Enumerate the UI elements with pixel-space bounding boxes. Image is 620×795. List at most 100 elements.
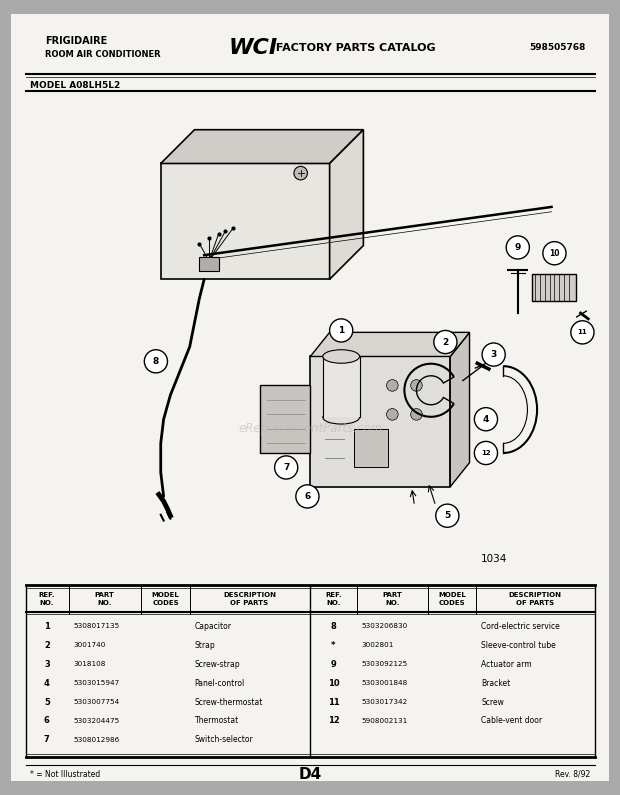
Circle shape bbox=[296, 485, 319, 508]
Text: REF.
NO.: REF. NO. bbox=[325, 591, 342, 606]
Text: Strap: Strap bbox=[195, 641, 215, 650]
Circle shape bbox=[474, 408, 497, 431]
Text: 6: 6 bbox=[304, 492, 311, 501]
Text: 5308017135: 5308017135 bbox=[74, 623, 120, 630]
Text: 6: 6 bbox=[44, 716, 50, 725]
Text: DESCRIPTION
OF PARTS: DESCRIPTION OF PARTS bbox=[508, 591, 562, 606]
Text: 3: 3 bbox=[490, 350, 497, 359]
Circle shape bbox=[482, 343, 505, 366]
Polygon shape bbox=[330, 130, 363, 279]
Text: 1: 1 bbox=[44, 622, 50, 631]
Circle shape bbox=[294, 166, 308, 180]
Text: Switch-selector: Switch-selector bbox=[195, 735, 253, 744]
Circle shape bbox=[434, 331, 457, 354]
Text: 2: 2 bbox=[442, 338, 448, 347]
Circle shape bbox=[386, 409, 398, 421]
Text: DESCRIPTION
OF PARTS: DESCRIPTION OF PARTS bbox=[223, 591, 276, 606]
Text: 5303017342: 5303017342 bbox=[361, 699, 408, 705]
Text: 5908002131: 5908002131 bbox=[361, 718, 408, 724]
Text: 9: 9 bbox=[330, 660, 336, 669]
Circle shape bbox=[506, 236, 529, 259]
Text: * = Not Illustrated: * = Not Illustrated bbox=[30, 770, 100, 779]
Text: Rev. 8/92: Rev. 8/92 bbox=[555, 770, 590, 779]
Text: 11: 11 bbox=[578, 329, 587, 335]
Text: 3002801: 3002801 bbox=[361, 642, 394, 649]
Text: FRIGIDAIRE: FRIGIDAIRE bbox=[45, 36, 107, 46]
Ellipse shape bbox=[323, 350, 360, 363]
Text: Sleeve-control tube: Sleeve-control tube bbox=[481, 641, 556, 650]
Polygon shape bbox=[161, 164, 330, 279]
Circle shape bbox=[474, 441, 497, 464]
Polygon shape bbox=[161, 130, 363, 164]
Text: 5303206830: 5303206830 bbox=[361, 623, 408, 630]
Text: MODEL
CODES: MODEL CODES bbox=[438, 591, 466, 606]
Text: Thermostat: Thermostat bbox=[195, 716, 239, 725]
Text: 7: 7 bbox=[283, 463, 290, 472]
Text: 7: 7 bbox=[44, 735, 50, 744]
Text: 10: 10 bbox=[549, 249, 560, 258]
Text: Screw-thermostat: Screw-thermostat bbox=[195, 697, 263, 707]
Circle shape bbox=[275, 456, 298, 479]
Text: 11: 11 bbox=[327, 697, 339, 707]
Text: 3018108: 3018108 bbox=[74, 661, 106, 667]
Circle shape bbox=[330, 319, 353, 342]
Circle shape bbox=[436, 504, 459, 527]
Text: Screw-strap: Screw-strap bbox=[195, 660, 240, 669]
Bar bbox=[200, 257, 219, 270]
Text: 3001740: 3001740 bbox=[74, 642, 106, 649]
Text: 8: 8 bbox=[153, 357, 159, 366]
Bar bbox=[532, 274, 576, 301]
Text: 2: 2 bbox=[44, 641, 50, 650]
Text: PART
NO.: PART NO. bbox=[383, 591, 402, 606]
Text: 5303204475: 5303204475 bbox=[74, 718, 120, 724]
Text: WCI: WCI bbox=[228, 37, 277, 58]
Text: 598505768: 598505768 bbox=[529, 43, 585, 52]
Text: REF.
NO.: REF. NO. bbox=[38, 591, 55, 606]
Circle shape bbox=[571, 320, 594, 344]
Circle shape bbox=[410, 380, 422, 391]
Text: FACTORY PARTS CATALOG: FACTORY PARTS CATALOG bbox=[272, 43, 435, 52]
Text: 10: 10 bbox=[327, 679, 339, 688]
Text: 4: 4 bbox=[44, 679, 50, 688]
Text: eReplacementParts.com: eReplacementParts.com bbox=[238, 422, 383, 436]
Text: 5308012986: 5308012986 bbox=[74, 737, 120, 743]
Text: Cable-vent door: Cable-vent door bbox=[481, 716, 542, 725]
Text: 5303001848: 5303001848 bbox=[361, 681, 408, 686]
Text: Actuator arm: Actuator arm bbox=[481, 660, 532, 669]
Circle shape bbox=[386, 380, 398, 391]
Text: 5: 5 bbox=[444, 511, 451, 520]
Text: Bracket: Bracket bbox=[481, 679, 510, 688]
Text: 12: 12 bbox=[327, 716, 339, 725]
Circle shape bbox=[543, 242, 566, 265]
Text: MODEL
CODES: MODEL CODES bbox=[152, 591, 179, 606]
Text: 8: 8 bbox=[330, 622, 336, 631]
Polygon shape bbox=[311, 332, 469, 356]
Polygon shape bbox=[450, 332, 469, 487]
Bar bbox=[260, 386, 311, 453]
Text: Cord-electric service: Cord-electric service bbox=[481, 622, 560, 631]
Text: 9: 9 bbox=[515, 243, 521, 252]
Text: Screw: Screw bbox=[481, 697, 504, 707]
Text: 4: 4 bbox=[483, 415, 489, 424]
Text: 3: 3 bbox=[44, 660, 50, 669]
Bar bbox=[354, 429, 388, 467]
Text: 1: 1 bbox=[338, 326, 344, 335]
Text: Panel-control: Panel-control bbox=[195, 679, 245, 688]
Text: MODEL A08LH5L2: MODEL A08LH5L2 bbox=[30, 81, 121, 90]
Text: D4: D4 bbox=[299, 767, 322, 781]
Polygon shape bbox=[311, 356, 450, 487]
Circle shape bbox=[410, 409, 422, 421]
Bar bbox=[323, 356, 360, 417]
Text: 1034: 1034 bbox=[480, 554, 507, 564]
Text: *: * bbox=[331, 641, 335, 650]
Text: 5303092125: 5303092125 bbox=[361, 661, 408, 667]
Circle shape bbox=[144, 350, 167, 373]
Text: 12: 12 bbox=[481, 450, 491, 456]
Ellipse shape bbox=[323, 410, 360, 424]
Text: PART
NO.: PART NO. bbox=[95, 591, 115, 606]
Text: 5: 5 bbox=[44, 697, 50, 707]
Text: 5303015947: 5303015947 bbox=[74, 681, 120, 686]
Text: 5303007754: 5303007754 bbox=[74, 699, 120, 705]
Text: Capacitor: Capacitor bbox=[195, 622, 231, 631]
Text: ROOM AIR CONDITIONER: ROOM AIR CONDITIONER bbox=[45, 50, 161, 59]
